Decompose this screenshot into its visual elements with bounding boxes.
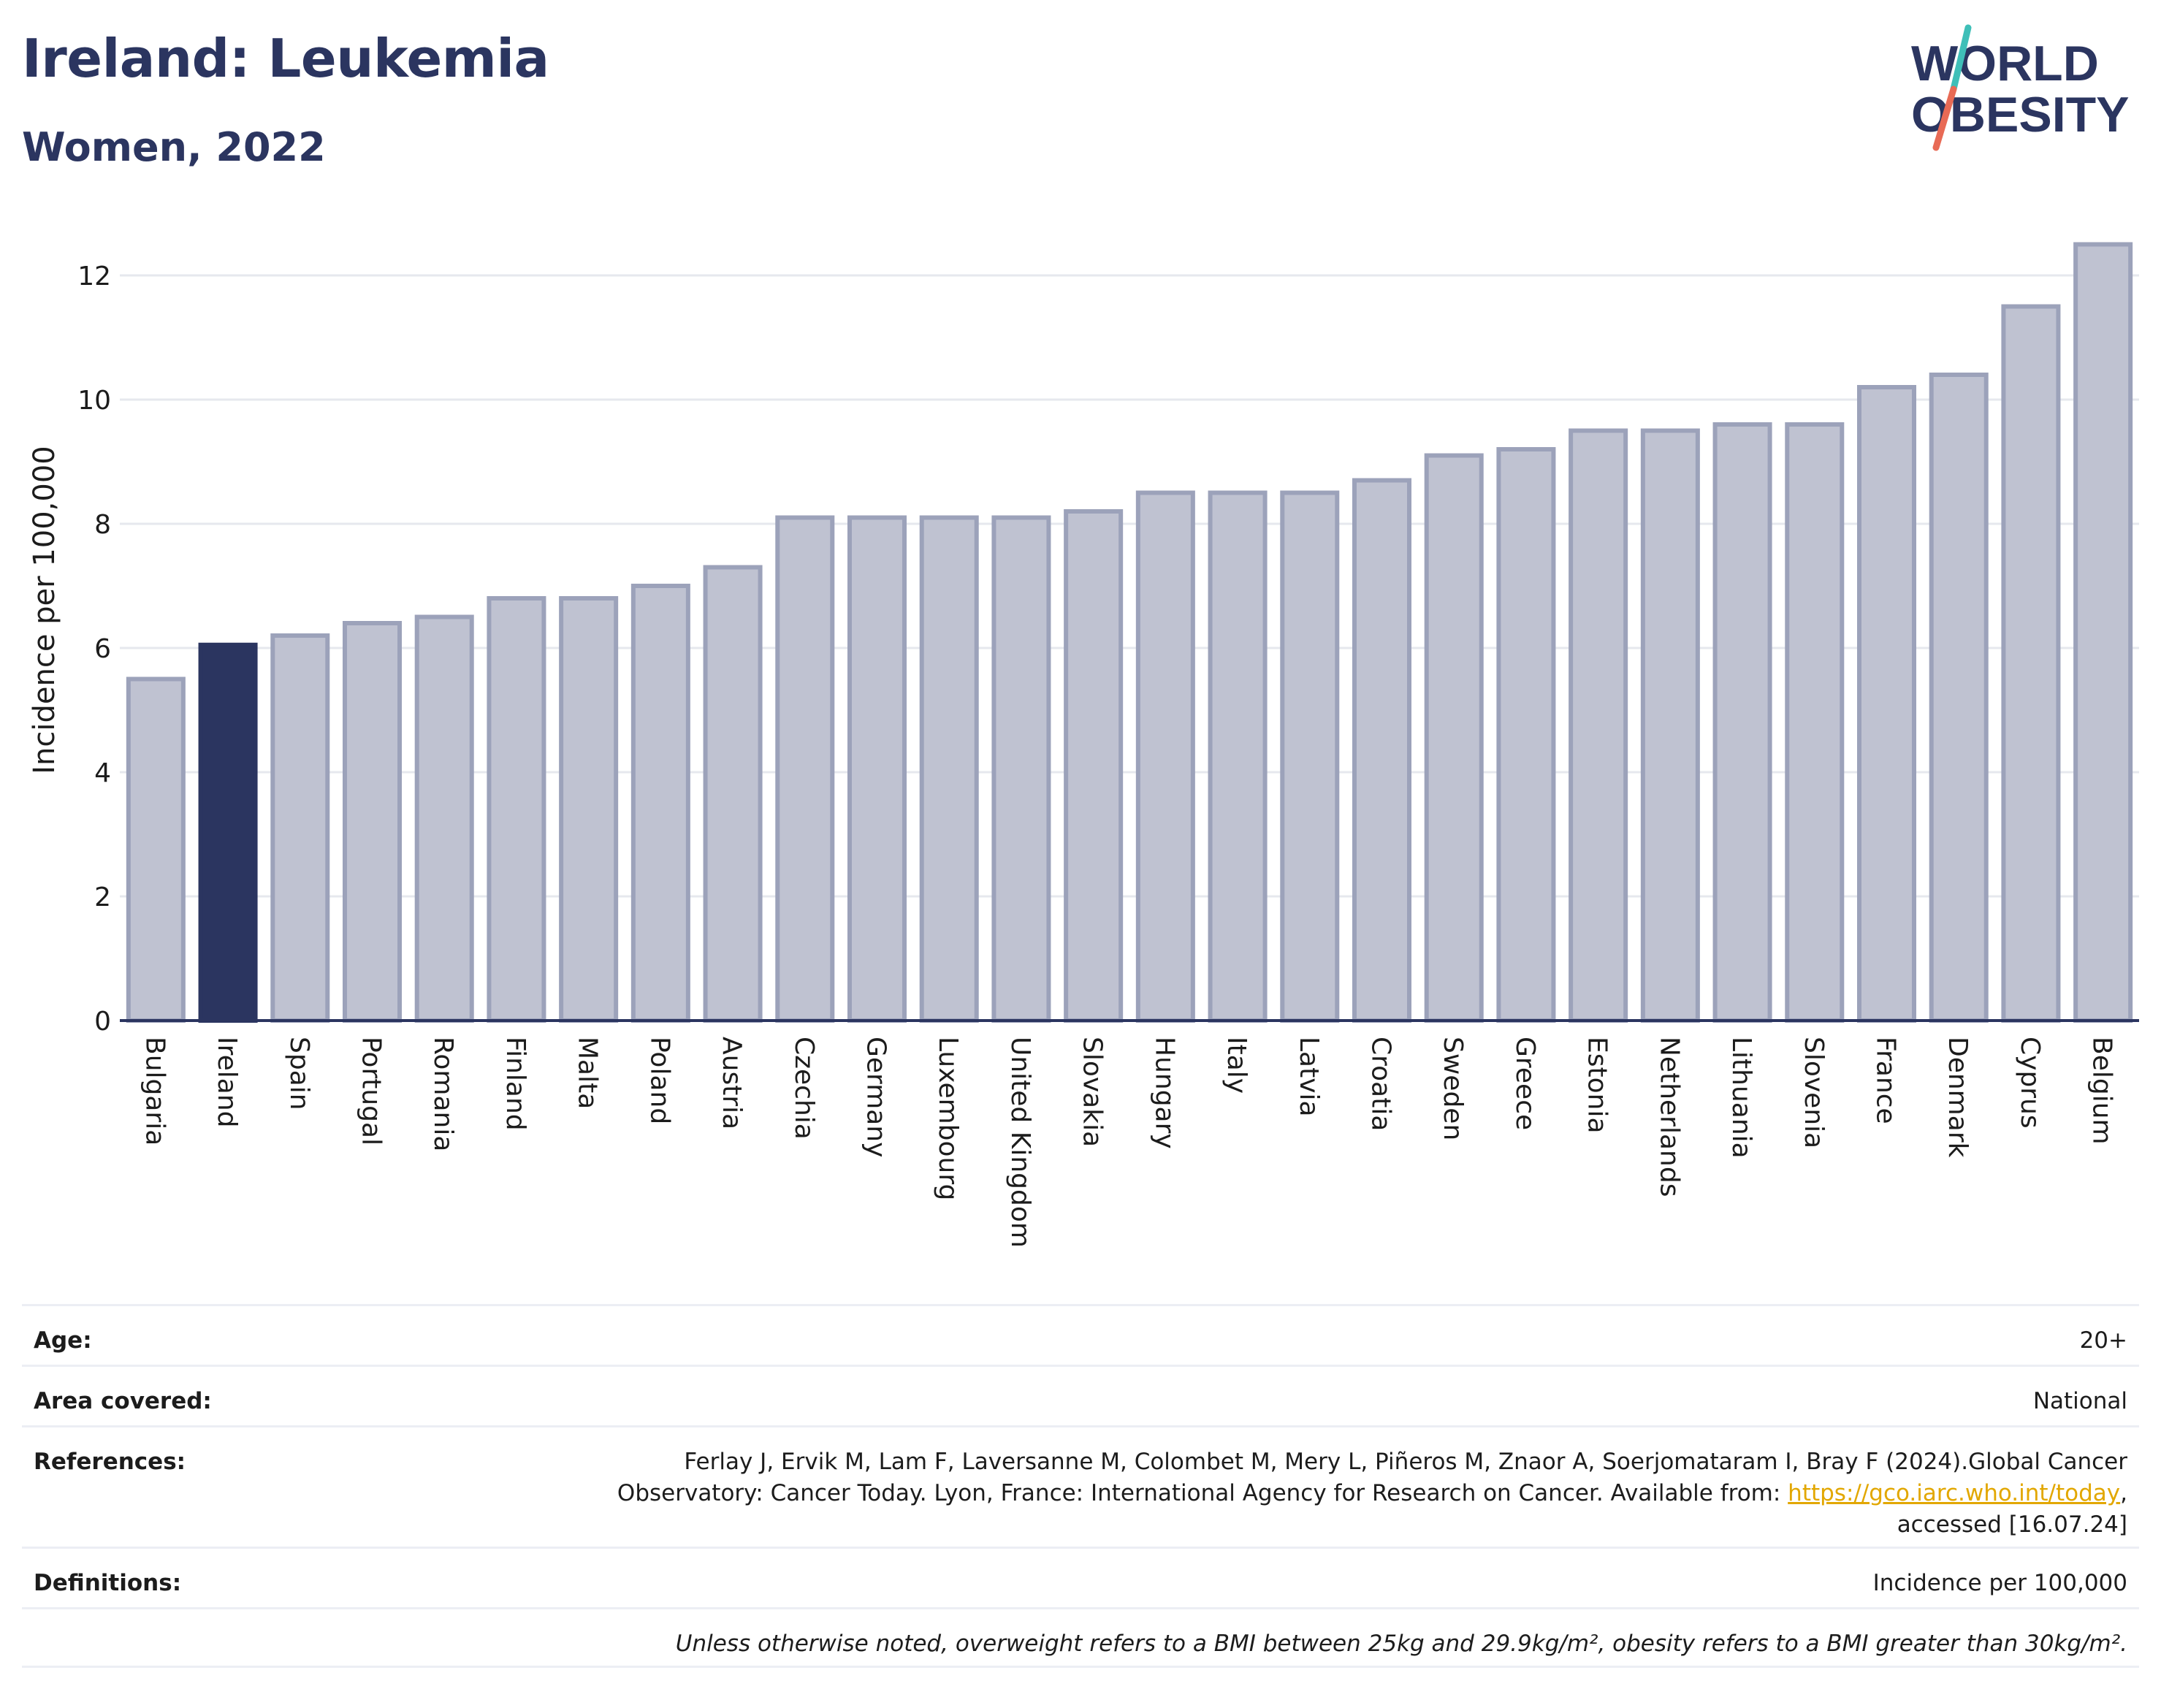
bar-italy (1208, 490, 1268, 1023)
logo-slash-coral (1932, 85, 1957, 151)
logo-line1: WORLD (1911, 36, 2099, 91)
bar-portugal (342, 621, 403, 1023)
meta-row-note: Unless otherwise noted, overweight refer… (22, 1607, 2139, 1668)
y-tick-label: 8 (94, 510, 111, 540)
x-tick-label: Ireland (212, 1037, 242, 1128)
references-label: References: (34, 1449, 186, 1475)
x-tick-label: Hungary (1149, 1037, 1179, 1149)
x-tick-label: Estonia (1582, 1037, 1612, 1134)
y-tick-label: 10 (77, 386, 111, 416)
bar-czechia (775, 515, 835, 1023)
x-tick-label: Slovakia (1078, 1037, 1108, 1147)
references-value: Ferlay J, Ervik M, Lam F, Laversanne M, … (557, 1446, 2127, 1541)
x-tick-label: Portugal (357, 1037, 386, 1145)
meta-row-references: References: Ferlay J, Ervik M, Lam F, La… (22, 1425, 2139, 1547)
bar-sweden (1424, 453, 1484, 1023)
x-tick-label: Spain (284, 1037, 314, 1110)
x-tick-label: Poland (644, 1037, 674, 1124)
bar-poland (630, 584, 690, 1023)
y-tick-label: 4 (94, 758, 111, 788)
x-tick-label: Czechia (789, 1037, 819, 1140)
bar-romania (414, 614, 474, 1023)
bmi-note: Unless otherwise noted, overweight refer… (675, 1631, 2127, 1657)
bars (126, 242, 2133, 1023)
references-accessed: , accessed [16.07.24] (1897, 1480, 2127, 1538)
x-tick-label: Austria (717, 1037, 747, 1129)
bar-croatia (1352, 478, 1412, 1023)
bar-austria (703, 565, 763, 1023)
bar-malta (559, 596, 619, 1023)
x-tick-label: Luxembourg (933, 1037, 963, 1200)
bar-luxembourg (919, 515, 979, 1023)
logo-slash-teal (1950, 24, 1972, 93)
x-tick-labels: Bulgaria Ireland Spain Portugal Romania Finla… (140, 1037, 2116, 1248)
age-label: Age: (34, 1327, 92, 1354)
metadata-table: Age: 20+ Area covered: National Referenc… (22, 1304, 2139, 1668)
y-tick-label: 12 (77, 262, 111, 291)
area-value: National (2032, 1388, 2127, 1414)
y-tick-labels: 0 2 4 6 8 10 12 (77, 262, 111, 1037)
x-tick-label: Croatia (1366, 1037, 1396, 1131)
x-tick-label: Lithuania (1726, 1037, 1756, 1159)
definitions-value: Incidence per 100,000 (1872, 1570, 2127, 1596)
x-tick-label: Malta (573, 1037, 603, 1109)
bar-cyprus (2001, 304, 2061, 1023)
bar-slovenia (1785, 422, 1845, 1023)
x-tick-label: Latvia (1294, 1037, 1324, 1117)
references-link[interactable]: https://gco.iarc.who.int/today (1788, 1480, 2121, 1506)
bar-ireland (198, 642, 258, 1023)
x-tick-label: Netherlands (1654, 1037, 1684, 1197)
definitions-label: Definitions: (34, 1570, 182, 1596)
y-axis-title: Incidence per 100,000 (28, 446, 61, 774)
x-tick-label: Slovenia (1799, 1037, 1829, 1148)
bar-hungary (1135, 490, 1195, 1023)
meta-row-age: Age: 20+ (22, 1304, 2139, 1365)
bar-spain (270, 633, 330, 1023)
bar-belgium (2073, 242, 2133, 1023)
bar-slovakia (1064, 509, 1124, 1023)
x-tick-label: Bulgaria (140, 1037, 169, 1145)
chart-title: Ireland: Leukemia (22, 28, 549, 89)
chart-subtitle: Women, 2022 (22, 124, 326, 170)
y-tick-label: 0 (94, 1007, 111, 1037)
x-tick-label: Denmark (1943, 1037, 1973, 1158)
x-tick-label: Germany (861, 1037, 891, 1157)
x-tick-label: Romania (428, 1037, 458, 1151)
x-tick-label: Finland (500, 1037, 530, 1131)
bar-lithuania (1712, 422, 1772, 1023)
x-tick-label: Italy (1221, 1037, 1251, 1094)
y-tick-label: 6 (94, 634, 111, 664)
area-label: Area covered: (34, 1388, 212, 1414)
bar-denmark (1929, 373, 1989, 1023)
bar-bulgaria (126, 676, 186, 1023)
x-tick-label: United Kingdom (1005, 1037, 1035, 1248)
bar-finland (487, 596, 546, 1023)
bar-estonia (1569, 428, 1628, 1023)
meta-row-area: Area covered: National (22, 1365, 2139, 1425)
x-tick-label: Sweden (1438, 1037, 1468, 1140)
x-tick-label: France (1871, 1037, 1901, 1124)
references-text: Ferlay J, Ervik M, Lam F, Laversanne M, … (617, 1449, 2127, 1506)
bar-chart: 0 2 4 6 8 10 12 Bulgaria Ireland Spain Portugal Ro… (28, 242, 2139, 1248)
meta-row-definitions: Definitions: Incidence per 100,000 (22, 1547, 2139, 1607)
x-tick-label: Greece (1510, 1037, 1540, 1130)
bar-germany (847, 515, 907, 1023)
age-value: 20+ (2079, 1327, 2127, 1354)
bar-united-kingdom (991, 515, 1051, 1023)
bar-france (1856, 385, 1917, 1023)
bar-latvia (1280, 490, 1340, 1023)
x-tick-label: Belgium (2087, 1037, 2117, 1145)
y-tick-label: 2 (94, 882, 111, 912)
bar-netherlands (1640, 428, 1700, 1023)
x-tick-label: Cyprus (2015, 1037, 2045, 1129)
world-obesity-logo: WORLD OBESITY (1911, 24, 2130, 151)
bar-greece (1496, 447, 1556, 1023)
